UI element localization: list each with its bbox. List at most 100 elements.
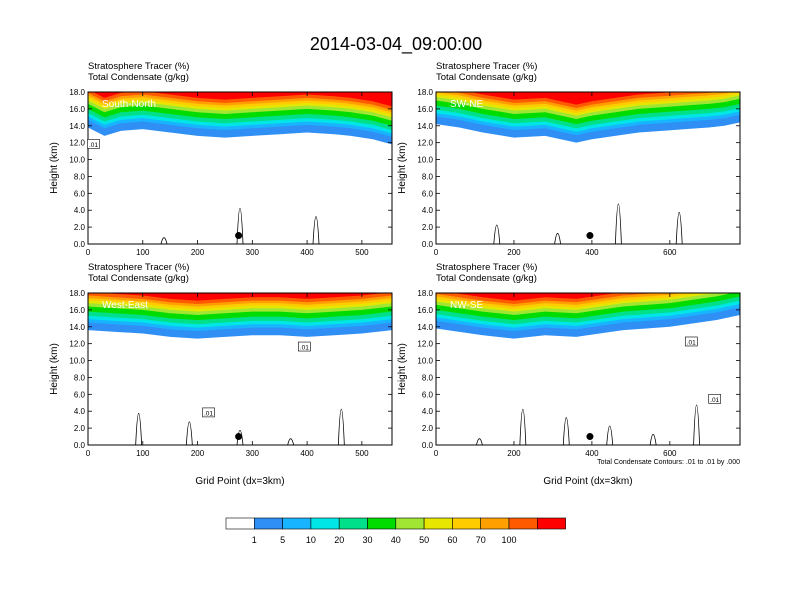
x-tick-label: 200 (507, 248, 521, 257)
y-tick-label: 12.0 (69, 139, 85, 148)
y-tick-label: 0.0 (422, 441, 434, 450)
condensate-contours (476, 404, 700, 445)
x-tick-label: 400 (585, 248, 599, 257)
y-tick-label: 12.0 (69, 340, 85, 349)
y-axis: 0.0 2.0 4.0 6.0 8.0 10.0 12.0 14.0 16.0 18.0 Heigh… (49, 289, 392, 450)
contour-line (312, 216, 320, 244)
y-tick-label: 4.0 (422, 206, 434, 215)
plot-frame (435, 292, 741, 446)
x-axis: 0 100 200 300 400 500 Grid Point (dx=3km) (86, 293, 369, 487)
x-axis-label: Grid Point (dx=3km) (543, 476, 632, 487)
colorbar-label: 40 (391, 535, 401, 545)
plot-frame (87, 91, 393, 245)
colorbar-label: 1 (252, 535, 257, 545)
x-axis: 0 100 200 300 400 500 (86, 92, 369, 257)
figure-title: 2014-03-04_09:00:00 (310, 34, 482, 55)
y-tick-label: 2.0 (422, 223, 434, 232)
x-tick-label: 100 (136, 248, 150, 257)
y-tick-label: 18.0 (69, 88, 85, 97)
x-tick-label: 200 (507, 449, 521, 458)
y-axis-label: Height (km) (49, 343, 60, 395)
colorbar-label: 60 (447, 535, 457, 545)
y-tick-label: 6.0 (74, 390, 86, 399)
colorbar-swatch (480, 517, 510, 530)
y-tick-label: 14.0 (417, 122, 433, 131)
x-tick-label: 300 (246, 449, 260, 458)
y-tick-label: 4.0 (74, 407, 86, 416)
y-tick-label: 0.0 (422, 240, 434, 249)
colorbar-swatch (452, 517, 481, 530)
y-tick-label: 0.0 (74, 441, 86, 450)
x-tick-label: 400 (585, 449, 599, 458)
contour-line (675, 211, 683, 244)
contour-label: .01 (204, 410, 213, 417)
header-tracer: Stratosphere Tracer (%) (88, 262, 189, 273)
contour-line (337, 408, 345, 445)
location-marker (235, 433, 243, 441)
x-tick-label: 600 (663, 248, 677, 257)
y-tick-label: 18.0 (69, 289, 85, 298)
y-tick-label: 16.0 (69, 306, 85, 315)
panel-nw-se: Stratosphere Tracer (%)Total Condensate … (397, 262, 741, 487)
y-tick-label: 18.0 (417, 88, 433, 97)
contour-label-box (684, 336, 698, 347)
y-tick-label: 14.0 (69, 122, 85, 131)
x-tick-label: 100 (136, 449, 150, 458)
colorbar-label: 5 (280, 535, 285, 545)
tracer-fill (88, 92, 392, 145)
contour-label: .01 (710, 397, 719, 404)
condensate-contours (160, 207, 320, 244)
colorbar: 1 5 10 20 30 40 50 60 70 100 (225, 517, 566, 545)
x-tick-label: 600 (663, 449, 677, 458)
y-tick-label: 14.0 (69, 323, 85, 332)
y-tick-label: 10.0 (69, 156, 85, 165)
colorbar-swatch (282, 517, 312, 530)
x-tick-label: 0 (434, 449, 439, 458)
colorbar-swatch (367, 517, 397, 530)
condensate-contours (135, 408, 345, 445)
panel-label: NW-SE (450, 300, 483, 311)
contour-line (606, 425, 614, 445)
tracer-fill (88, 293, 392, 339)
y-tick-label: 8.0 (74, 373, 86, 382)
tracer-band-11 (453, 293, 618, 301)
panel-label: West-East (102, 300, 148, 311)
panels: Stratosphere Tracer (%)Total Condensate … (49, 61, 741, 487)
y-tick-label: 4.0 (74, 206, 86, 215)
y-tick-label: 8.0 (422, 373, 434, 382)
y-tick-label: 10.0 (69, 357, 85, 366)
tracer-band-11 (471, 92, 674, 105)
contour-line (287, 438, 295, 445)
y-tick-label: 14.0 (417, 323, 433, 332)
y-axis-label: Height (km) (397, 343, 408, 395)
location-marker (235, 232, 243, 240)
x-tick-label: 200 (191, 248, 205, 257)
y-tick-label: 12.0 (417, 340, 433, 349)
y-tick-label: 8.0 (422, 172, 434, 181)
contour-line (476, 438, 483, 445)
panel-label: SW-NE (450, 99, 483, 110)
contour-label-box (87, 139, 100, 149)
colorbar-swatch (395, 517, 425, 530)
contour-line (236, 429, 244, 445)
plot-frame (87, 292, 393, 446)
colorbar-label: 10 (306, 535, 316, 545)
y-tick-label: 4.0 (422, 407, 434, 416)
colorbar-swatch (508, 517, 538, 530)
contour-label: .01 (687, 339, 696, 346)
contour-label-box (202, 407, 215, 418)
y-tick-label: 6.0 (74, 189, 86, 198)
x-tick-label: 400 (300, 248, 314, 257)
y-tick-label: 2.0 (422, 424, 434, 433)
header-condensate: Total Condensate (g/kg) (88, 273, 189, 284)
y-tick-label: 12.0 (417, 139, 433, 148)
contour-line (185, 421, 193, 445)
colorbar-label: 20 (334, 535, 344, 545)
colorbar-swatch (423, 517, 453, 530)
y-tick-label: 18.0 (417, 289, 433, 298)
header-tracer: Stratosphere Tracer (%) (436, 262, 537, 273)
contour-line (135, 412, 143, 445)
x-tick-label: 0 (86, 248, 91, 257)
contour-line (554, 233, 561, 244)
y-tick-label: 8.0 (74, 172, 86, 181)
